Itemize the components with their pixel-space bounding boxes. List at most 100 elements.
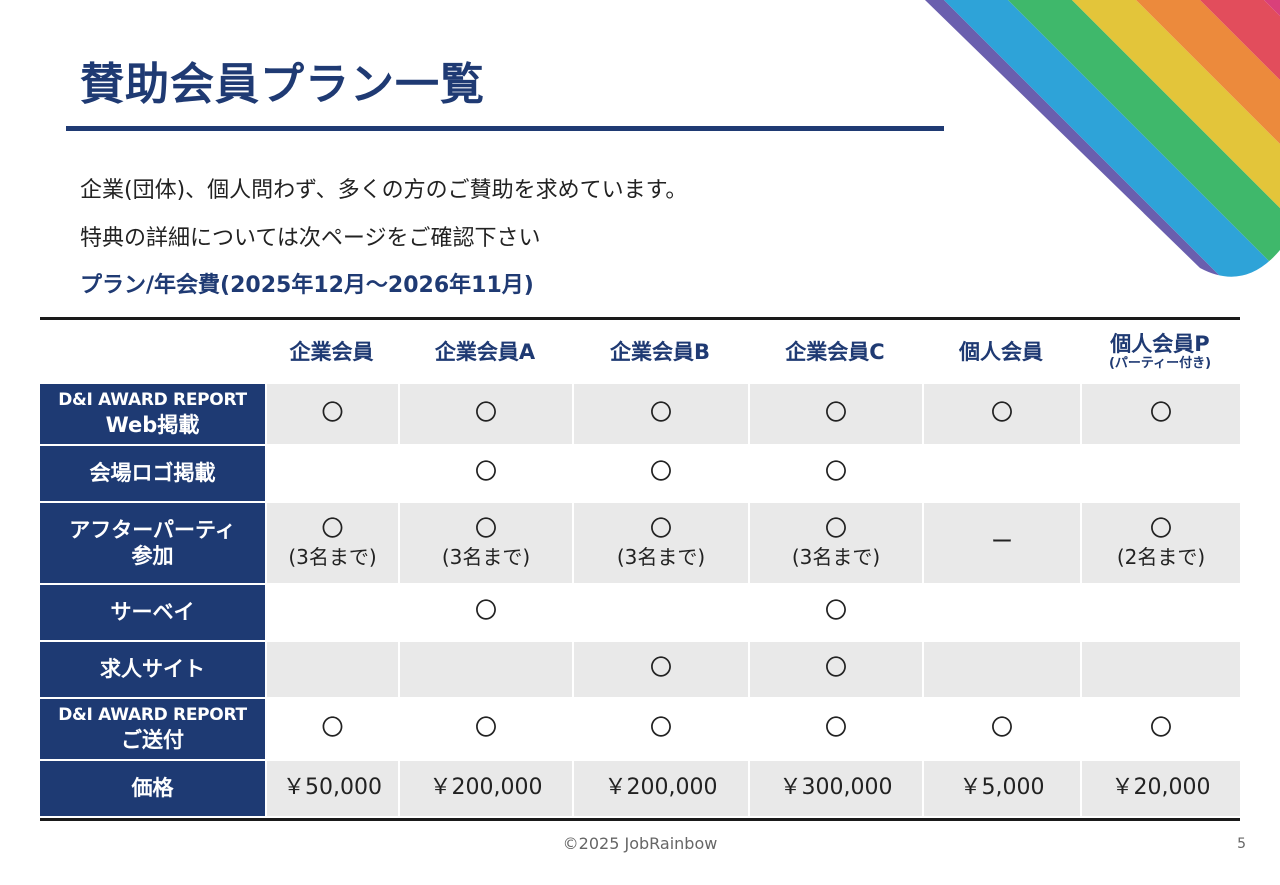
table-cell: 〇 [748,585,922,642]
cell-note: (3名まで) [288,545,377,570]
cell-value: ￥5,000 [959,775,1045,801]
header-corner [40,320,265,384]
table-cell: ￥5,000 [922,761,1080,818]
cell-value: 〇 [824,516,847,542]
cell-value: 〇 [824,460,847,486]
table-cell [1080,585,1240,642]
table-cell: ￥200,000 [398,761,572,818]
cell-value: 〇 [474,516,497,542]
cell-note: (3名まで) [616,545,706,570]
table-header-row: 企業会員 企業会員A 企業会員B 企業会員C 個人会員 個人会員P (パーティー… [40,320,1240,384]
table-cell: 〇 [748,642,922,699]
table-row: 求人サイト 〇 〇 [40,642,1240,699]
row-header-feature: サーベイ [40,585,265,642]
cell-value: ￥50,000 [283,775,382,801]
rainbow-stripe [1264,0,1280,277]
column-header-corporate-c: 企業会員C [748,320,922,384]
table-body: D&I AWARD REPORT Web掲載〇〇〇〇〇〇会場ロゴ掲載〇〇〇アフター… [40,384,1240,818]
cell-value: ￥20,000 [1111,775,1211,801]
table-cell [922,642,1080,699]
cell-value: ￥200,000 [604,775,718,801]
table-row: アフターパーティ 参加 〇 (3名まで) 〇 (3名まで) 〇 (3名まで) 〇 (3名まで) ー 〇… [40,503,1240,585]
cell-value: 〇 [474,715,497,741]
table-cell: 〇 [572,446,748,503]
table-cell: 〇 [572,384,748,446]
column-header-corporate-b: 企業会員B [572,320,748,384]
row-header-feature: D&I AWARD REPORT Web掲載 [40,384,265,446]
feature-label-line: 求人サイト [100,657,205,682]
feature-label-line: D&I AWARD REPORT [58,390,247,411]
table-cell: 〇 [572,699,748,761]
table-cell: 〇 [922,384,1080,446]
column-header-label: 企業会員 [289,339,374,364]
cell-value: 〇 [1149,516,1172,542]
cell-value: 〇 [824,656,847,682]
cell-value: 〇 [321,715,344,741]
table-cell: 〇 [922,699,1080,761]
column-header-corporate-a: 企業会員A [398,320,572,384]
row-header-feature: 求人サイト [40,642,265,699]
table-cell: 〇 [572,642,748,699]
table-cell: ￥200,000 [572,761,748,818]
table-cell: 〇 [1080,699,1240,761]
cell-value: 〇 [474,460,497,486]
feature-label-line: 会場ロゴ掲載 [89,461,216,486]
cell-value: 〇 [1149,715,1172,741]
table-cell: ￥20,000 [1080,761,1240,818]
table-cell [572,585,748,642]
table-cell: 〇 (3名まで) [398,503,572,585]
feature-label-line: ご送付 [121,727,184,752]
feature-label-line: アフターパーティ [69,517,236,542]
cell-value: 〇 [321,516,344,542]
cell-value: 〇 [824,400,847,426]
plan-table: 企業会員 企業会員A 企業会員B 企業会員C 個人会員 個人会員P (パーティー… [40,317,1240,821]
column-header-individual: 個人会員 [922,320,1080,384]
table-row: D&I AWARD REPORT ご送付 〇 〇 〇 〇 〇 〇 [40,699,1240,761]
table-cell: ー [922,503,1080,585]
feature-label-line: D&I AWARD REPORT [58,705,247,726]
cell-note: (3名まで) [791,545,881,570]
column-header-individual-p: 個人会員P (パーティー付き) [1080,320,1240,384]
cell-value: 〇 [824,599,847,625]
intro-line-2: 特典の詳細については次ページをご確認下さい [80,226,541,251]
table-cell: ￥50,000 [265,761,398,818]
column-header-label: 企業会員A [434,339,536,364]
table-cell: 〇 [398,384,572,446]
cell-value: 〇 [321,400,344,426]
table-cell [265,642,398,699]
feature-label-line: 価格 [131,776,174,801]
cell-value: 〇 [649,656,672,682]
table-cell: 〇 [265,699,398,761]
table-cell: 〇 (2名まで) [1080,503,1240,585]
table-row: 会場ロゴ掲載 〇 〇 〇 [40,446,1240,503]
row-header-feature: アフターパーティ 参加 [40,503,265,585]
intro-line-1: 企業(団体)、個人問わず、多くの方のご賛助を求めています。 [80,178,688,203]
table-cell [265,585,398,642]
copyright-footer: ©2025 JobRainbow [562,834,718,853]
table-cell [922,585,1080,642]
cell-value: 〇 [474,400,497,426]
cell-value: 〇 [649,715,672,741]
table-cell: 〇 [265,384,398,446]
table-row: サーベイ 〇 〇 [40,585,1240,642]
row-header-feature: 価格 [40,761,265,818]
table-cell: 〇 (3名まで) [265,503,398,585]
column-header-label: 企業会員C [785,339,885,364]
cell-value: 〇 [474,599,497,625]
cell-value: 〇 [990,400,1013,426]
table-cell: 〇 [748,384,922,446]
table-cell: 〇 [748,446,922,503]
cell-value: ￥300,000 [779,775,893,801]
page-title: 賛助会員プラン一覧 [80,59,485,110]
table-row: D&I AWARD REPORT Web掲載 〇 〇 〇 〇 〇 〇 [40,384,1240,446]
table-cell: ￥300,000 [748,761,922,818]
feature-label-line: 参加 [131,544,174,568]
table-cell: 〇 [748,699,922,761]
cell-value: 〇 [649,516,672,542]
cell-value: 〇 [824,715,847,741]
plan-fee-heading: プラン/年会費(2025年12月〜2026年11月) [80,273,534,298]
table-cell [1080,642,1240,699]
table-cell [922,446,1080,503]
table-cell [1080,446,1240,503]
cell-value: ￥200,000 [429,775,543,801]
